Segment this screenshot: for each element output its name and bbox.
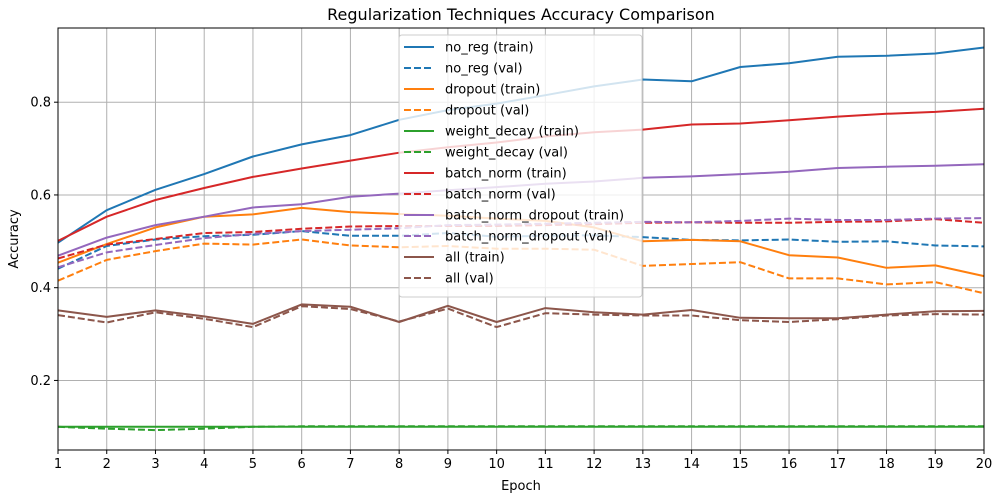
x-tick-label: 5 <box>249 457 257 472</box>
legend-entry: batch_norm (train) <box>445 167 567 182</box>
x-tick-label: 9 <box>444 457 452 472</box>
series-line-all-train <box>57 303 985 325</box>
x-tick-label: 14 <box>683 457 700 472</box>
x-tick-label: 12 <box>586 457 603 472</box>
x-tick-label: 2 <box>103 457 111 472</box>
legend-entry: batch_norm_dropout (train) <box>445 209 624 224</box>
x-tick-label: 13 <box>635 457 652 472</box>
x-tick-label: 18 <box>878 457 895 472</box>
x-tick-label: 15 <box>732 457 749 472</box>
x-tick-label: 11 <box>537 457 554 472</box>
y-tick-label: 0.8 <box>30 96 51 111</box>
y-tick-label: 0.2 <box>30 374 51 389</box>
x-tick-label: 19 <box>927 457 944 472</box>
legend-box <box>398 34 643 298</box>
legend-entry: dropout (val) <box>445 104 529 119</box>
series-line-all-val <box>57 305 985 329</box>
legend-entry: all (train) <box>445 251 505 266</box>
chart-title: Regularization Techniques Accuracy Compa… <box>327 5 715 24</box>
legend-entry: weight_decay (val) <box>445 146 568 161</box>
x-tick-label: 16 <box>781 457 798 472</box>
x-tick-label: 17 <box>830 457 847 472</box>
x-tick-label: 8 <box>395 457 403 472</box>
x-tick-label: 10 <box>488 457 505 472</box>
legend-entry: dropout (train) <box>445 83 540 98</box>
legend-entry: no_reg (val) <box>445 62 523 77</box>
x-tick-label: 7 <box>346 457 354 472</box>
x-tick-label: 4 <box>200 457 208 472</box>
legend: no_reg (train) no_reg (val) dropout (train… <box>398 34 643 298</box>
legend-entry: batch_norm_dropout (val) <box>445 230 613 245</box>
series-line-dropout-val <box>57 238 985 295</box>
x-tick-label: 1 <box>54 457 62 472</box>
legend-entry: no_reg (train) <box>445 41 534 56</box>
x-tick-label: 3 <box>151 457 159 472</box>
plot-frame <box>57 27 985 451</box>
x-tick-label: 6 <box>298 457 306 472</box>
y-axis-ticks: 0.2 0.4 0.6 0.8 <box>30 96 58 389</box>
y-axis-label: Accuracy <box>7 209 22 269</box>
x-axis-label: Epoch <box>501 479 541 494</box>
y-tick-label: 0.4 <box>30 281 51 296</box>
x-axis-ticks: 1 2 3 4 5 6 7 8 9 10 11 12 13 14 15 16 17 18 19 20 <box>54 450 992 472</box>
x-tick-label: 20 <box>976 457 993 472</box>
series-line-weight-decay-val <box>57 425 984 432</box>
y-tick-label: 0.6 <box>30 188 51 203</box>
legend-entry: weight_decay (train) <box>445 125 579 140</box>
legend-entry: batch_norm (val) <box>445 188 556 203</box>
legend-entry: all (val) <box>445 272 494 287</box>
series-lines <box>57 46 985 432</box>
